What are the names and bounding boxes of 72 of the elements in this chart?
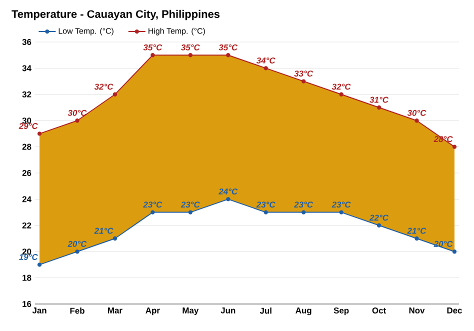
data-label: 19°C <box>19 254 38 260</box>
data-label: 23°C <box>180 202 200 208</box>
point <box>452 250 457 254</box>
x-tick-label: Jan <box>32 308 46 314</box>
point <box>414 118 419 123</box>
y-tick-label: 26 <box>22 170 32 176</box>
data-label: 23°C <box>256 202 276 208</box>
point <box>339 92 344 96</box>
point <box>264 66 268 70</box>
data-label: 21°C <box>94 228 114 234</box>
x-tick-label: Oct <box>372 308 386 314</box>
point <box>339 210 344 214</box>
point <box>188 53 193 58</box>
x-tick-label: Nov <box>409 308 425 314</box>
data-label: 30°C <box>68 110 87 116</box>
point <box>414 236 419 241</box>
point <box>188 210 193 214</box>
x-tick-label: Jul <box>260 308 272 314</box>
data-label: 34°C <box>256 58 276 64</box>
data-label: 22°C <box>369 214 389 221</box>
y-tick-label: 32 <box>22 91 32 98</box>
data-label: 31°C <box>370 96 389 103</box>
data-label: 32°C <box>332 84 351 90</box>
y-tick-label: 28 <box>22 144 32 150</box>
y-tick-label: 22 <box>22 222 32 228</box>
point <box>452 144 457 149</box>
x-tick-label: Mar <box>108 308 122 314</box>
data-label: 21°C <box>407 228 426 234</box>
y-tick-label: 16 <box>22 301 32 307</box>
point <box>75 118 80 123</box>
x-tick-label: Apr <box>146 308 160 316</box>
point <box>37 132 42 136</box>
data-label: 20°C <box>434 240 453 247</box>
point <box>226 53 230 58</box>
y-tick-label: 18 <box>22 274 32 281</box>
data-label: 35°C <box>218 44 238 50</box>
data-label: 30°C <box>407 110 426 116</box>
data-label: 23°C <box>294 202 314 208</box>
data-label: 24°C <box>218 188 238 194</box>
x-tick-label: Sep <box>334 308 349 316</box>
data-label: 29°C <box>18 123 38 129</box>
data-label: 20°C <box>68 240 87 247</box>
data-label: 33°C <box>294 70 314 77</box>
x-tick-label: May <box>182 308 199 316</box>
data-label: 28°C <box>434 136 453 142</box>
data-label: 23°C <box>332 202 351 208</box>
x-tick-label: Jun <box>220 308 236 314</box>
chart-title: Temperature - Cauayan City, Philippines <box>12 10 220 20</box>
y-tick-label: 34 <box>22 65 32 72</box>
data-label: 23°C <box>143 202 162 208</box>
x-tick-label: Dec <box>447 308 462 314</box>
point <box>264 210 268 214</box>
y-tick-label: 36 <box>22 39 32 45</box>
point <box>376 223 382 228</box>
point <box>150 210 155 214</box>
y-tick-label: 30 <box>22 118 32 124</box>
point <box>301 79 306 84</box>
y-tick-label: 20 <box>22 248 32 255</box>
point <box>150 53 155 58</box>
y-tick-label: 24 <box>22 196 32 202</box>
point <box>226 197 230 202</box>
point <box>376 105 382 110</box>
point <box>37 262 42 267</box>
point <box>112 236 118 241</box>
data-label: 32°C <box>94 84 114 90</box>
point <box>301 210 306 214</box>
x-tick-label: Aug <box>296 308 312 316</box>
point <box>112 92 118 96</box>
data-label: 35°C <box>143 44 162 50</box>
x-tick-label: Feb <box>70 308 84 314</box>
data-label: 35°C <box>181 44 200 50</box>
point <box>75 250 80 254</box>
